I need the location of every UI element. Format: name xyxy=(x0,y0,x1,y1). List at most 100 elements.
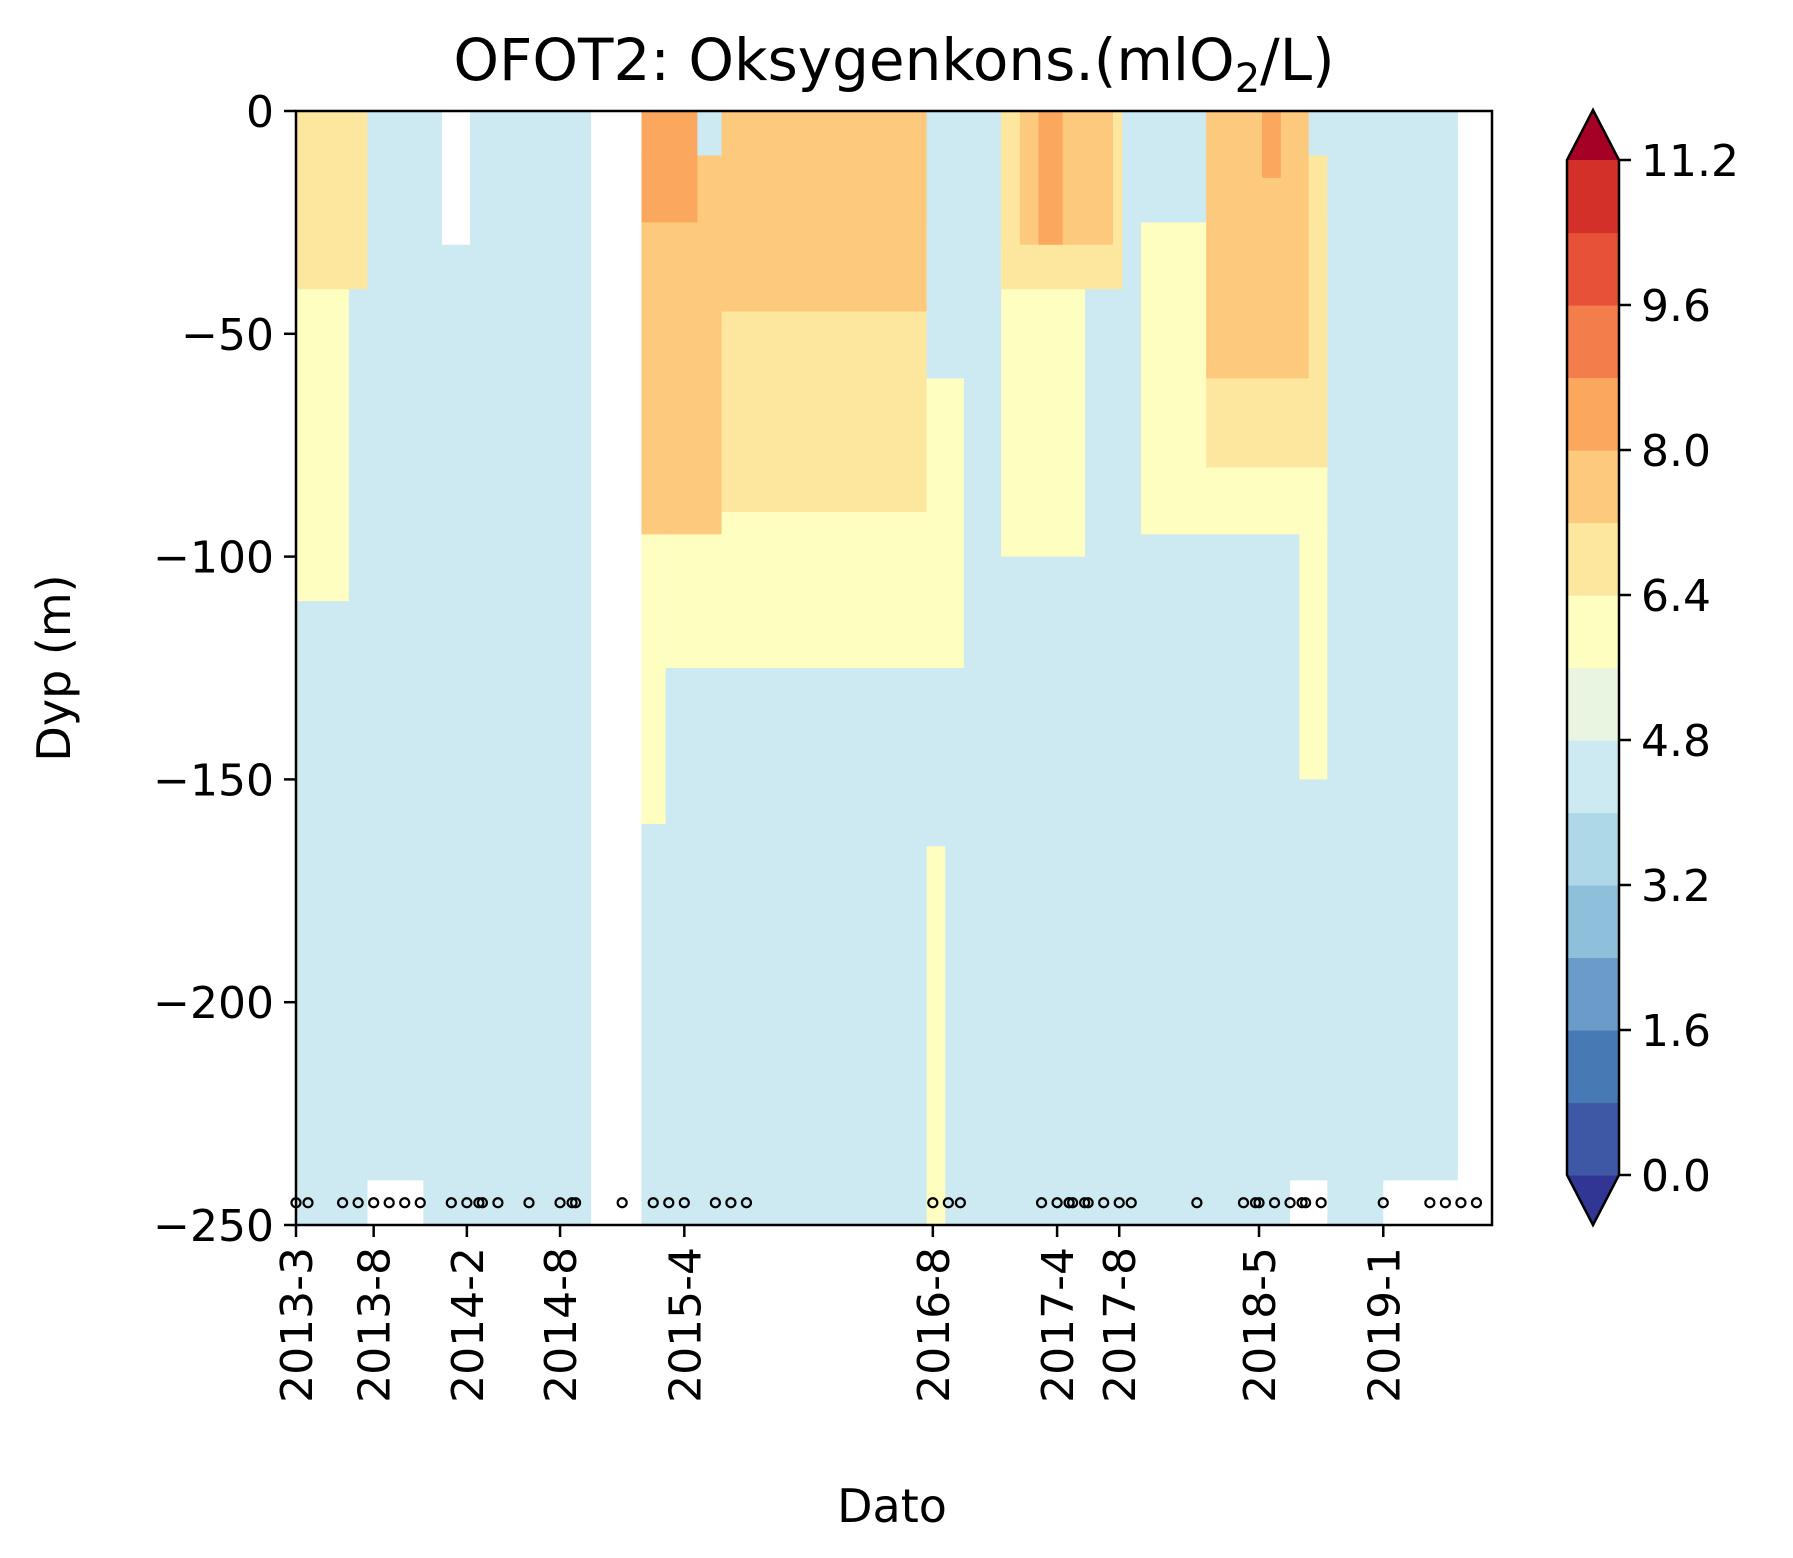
sample-marker xyxy=(616,1197,628,1209)
colorbar-tick-label: 6.4 xyxy=(1641,571,1711,622)
colorbar-band xyxy=(1567,812,1619,886)
sample-marker xyxy=(709,1197,721,1209)
sample-marker xyxy=(336,1197,349,1209)
colorbar-band xyxy=(1567,232,1619,306)
contour-region xyxy=(1001,244,1086,557)
y-tick-label: −150 xyxy=(153,755,274,806)
contour-region xyxy=(1038,111,1063,245)
x-tick-label: 2013-8 xyxy=(350,1247,401,1403)
colorbar-band xyxy=(1567,450,1619,524)
sample-marker xyxy=(954,1197,966,1209)
contour-region xyxy=(296,534,575,1225)
colorbar-band xyxy=(1567,377,1619,451)
sample-marker xyxy=(569,1197,582,1209)
sample-marker xyxy=(647,1197,659,1209)
no-data-gap xyxy=(442,111,470,245)
colorbar-band xyxy=(1567,1030,1619,1104)
colorbar-tick-label: 0.0 xyxy=(1641,1151,1711,1202)
x-axis-label: Dato xyxy=(837,1479,947,1533)
colorbar-under-extension xyxy=(1567,1175,1619,1225)
sample-marker xyxy=(383,1197,395,1209)
contour-region xyxy=(641,111,698,223)
y-tick-label: 0 xyxy=(246,87,274,138)
sample-marker xyxy=(1470,1197,1483,1209)
sample-marker xyxy=(1082,1197,1094,1209)
colorbar-band xyxy=(1567,740,1619,814)
sample-marker xyxy=(302,1197,314,1209)
sample-marker xyxy=(1300,1197,1312,1209)
contour-region xyxy=(982,823,1033,1159)
no-data-gap xyxy=(1383,1180,1458,1225)
colorbar-band xyxy=(1567,1102,1619,1176)
y-axis: 0 −50 −100 −150 −200 −250 xyxy=(153,87,296,1252)
sample-marker xyxy=(1125,1197,1137,1209)
colorbar-band xyxy=(1567,957,1619,1031)
colorbar-tick-label: 8.0 xyxy=(1641,426,1711,477)
sample-marker xyxy=(740,1197,753,1209)
y-tick-label: −250 xyxy=(153,1201,274,1252)
sample-marker xyxy=(678,1197,690,1209)
contour-region xyxy=(1299,467,1328,780)
sample-marker xyxy=(1067,1197,1079,1209)
sample-marker xyxy=(1268,1197,1281,1209)
sample-marker xyxy=(1063,1197,1075,1209)
sample-marker xyxy=(1296,1197,1308,1209)
sample-marker xyxy=(445,1197,457,1209)
x-axis: 2013-3 2013-8 2014-2 2014-8 2015-4 2016-8 2017… xyxy=(272,1225,1410,1403)
colorbar-over-extension xyxy=(1567,110,1619,160)
plot-area xyxy=(290,109,1494,1227)
y-axis-label: Dyp (m) xyxy=(27,574,81,761)
sample-marker xyxy=(399,1197,411,1209)
x-tick-label: 2017-8 xyxy=(1095,1247,1146,1403)
sample-marker xyxy=(1439,1197,1452,1209)
contour-region xyxy=(1206,111,1309,379)
x-tick-label: 2014-2 xyxy=(443,1247,494,1403)
contour-region xyxy=(296,266,349,602)
colorbar-band xyxy=(1567,885,1619,959)
sample-marker xyxy=(1315,1197,1327,1209)
sample-marker xyxy=(1377,1197,1389,1209)
contour-region xyxy=(1019,111,1114,245)
sample-marker xyxy=(476,1197,488,1209)
sample-marker xyxy=(461,1197,473,1209)
x-tick-label: 2019-1 xyxy=(1359,1247,1410,1403)
y-tick-label: −200 xyxy=(153,978,274,1029)
chart-title: OFOT2: Oksygenkons.(mlO2/L) xyxy=(453,26,1334,102)
sample-marker xyxy=(414,1197,426,1209)
sample-marker xyxy=(1051,1197,1063,1209)
x-tick-label: 2015-4 xyxy=(660,1247,711,1403)
sample-marker xyxy=(1191,1197,1203,1209)
x-tick-label: 2018-5 xyxy=(1235,1247,1286,1403)
colorbar-tick-label: 3.2 xyxy=(1641,861,1711,912)
colorbar-tick-label: 1.6 xyxy=(1641,1006,1711,1057)
sample-marker xyxy=(1424,1197,1436,1209)
y-tick-label: −50 xyxy=(181,310,274,361)
contour-region xyxy=(1131,578,1175,1181)
sample-marker xyxy=(1237,1197,1250,1209)
no-data-gap xyxy=(591,111,642,1225)
colorbar-tick-label: 9.6 xyxy=(1641,281,1711,332)
sample-marker xyxy=(725,1197,737,1209)
sample-marker xyxy=(1455,1197,1467,1209)
contour-region xyxy=(1271,868,1337,1159)
colorbar-band xyxy=(1567,160,1619,234)
sample-marker xyxy=(1113,1197,1125,1209)
colorbar-band xyxy=(1567,305,1619,379)
sample-marker xyxy=(523,1197,535,1209)
sample-marker xyxy=(1035,1197,1048,1209)
sample-marker xyxy=(352,1197,364,1209)
x-tick-label: 2013-3 xyxy=(272,1247,323,1403)
y-tick-label: −100 xyxy=(153,533,274,584)
sample-marker xyxy=(1079,1197,1091,1209)
contour-region xyxy=(721,111,927,312)
colorbar-tick-label: 4.8 xyxy=(1641,716,1711,767)
sample-marker xyxy=(492,1197,504,1209)
plot-frame xyxy=(294,109,1494,1227)
sample-marker xyxy=(566,1197,578,1209)
sample-marker xyxy=(1098,1197,1110,1209)
contour-region xyxy=(1262,111,1281,178)
sample-marker xyxy=(942,1197,954,1209)
sample-marker xyxy=(927,1197,939,1209)
x-tick-label: 2016-8 xyxy=(909,1247,960,1403)
